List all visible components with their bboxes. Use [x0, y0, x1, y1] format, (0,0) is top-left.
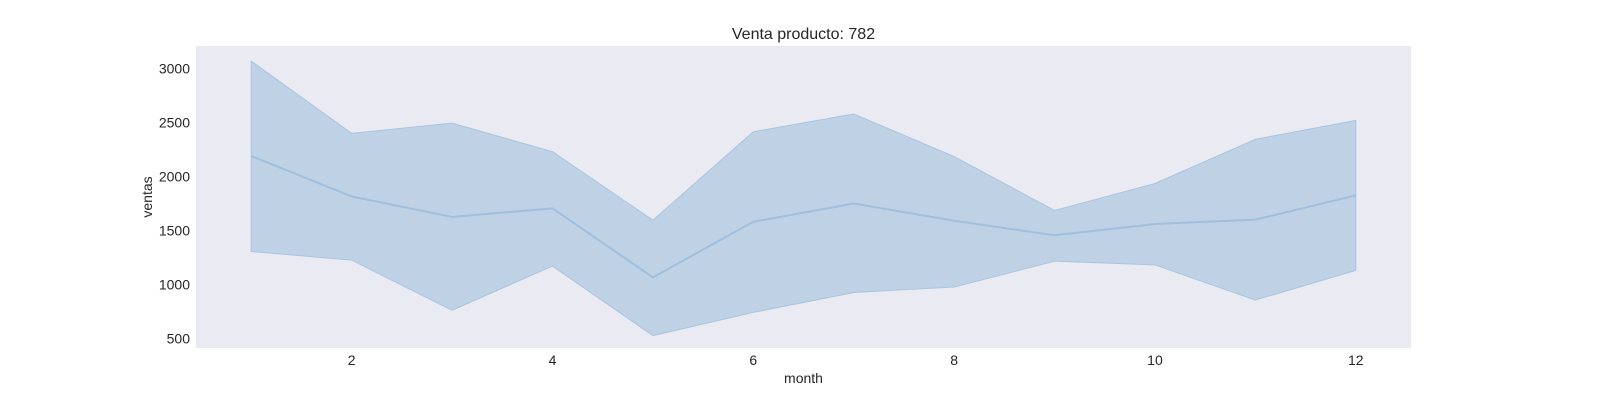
data-point — [1354, 193, 1358, 197]
y-axis-label: ventas — [139, 176, 155, 217]
data-point — [751, 220, 755, 224]
data-point — [1153, 222, 1157, 226]
x-tick-label: 6 — [749, 352, 757, 368]
confidence-band-0 — [250, 60, 1357, 337]
y-tick-label: 500 — [167, 330, 191, 346]
y-tick-label: 2500 — [159, 115, 190, 131]
data-point — [1253, 218, 1257, 222]
x-axis-label: month — [784, 370, 823, 386]
data-point — [1053, 233, 1057, 237]
y-tick-label: 1000 — [159, 276, 190, 292]
x-tick-label: 10 — [1147, 352, 1163, 368]
data-point — [350, 194, 354, 198]
x-tick-label: 2 — [348, 352, 356, 368]
data-point — [550, 206, 554, 210]
x-tick-label: 8 — [950, 352, 958, 368]
y-tick-label: 2000 — [159, 169, 190, 185]
y-tick-label: 3000 — [159, 61, 190, 77]
x-tick-label: 4 — [549, 352, 557, 368]
x-tick-label: 12 — [1348, 352, 1364, 368]
chart-title: Venta producto: 782 — [732, 26, 875, 43]
data-point — [852, 201, 856, 205]
data-point — [952, 219, 956, 223]
series-line-0 — [250, 155, 1357, 279]
confidence-band-layer — [250, 60, 1357, 337]
data-point — [249, 154, 253, 158]
series-line-layer — [249, 154, 1358, 279]
axis-tick-layer: 2 4 6 8 10 12 500 1000 1500 2000 2500 3000 — [159, 61, 1364, 368]
y-tick-label: 1500 — [159, 222, 190, 238]
data-point — [450, 215, 454, 219]
data-point — [651, 275, 655, 279]
